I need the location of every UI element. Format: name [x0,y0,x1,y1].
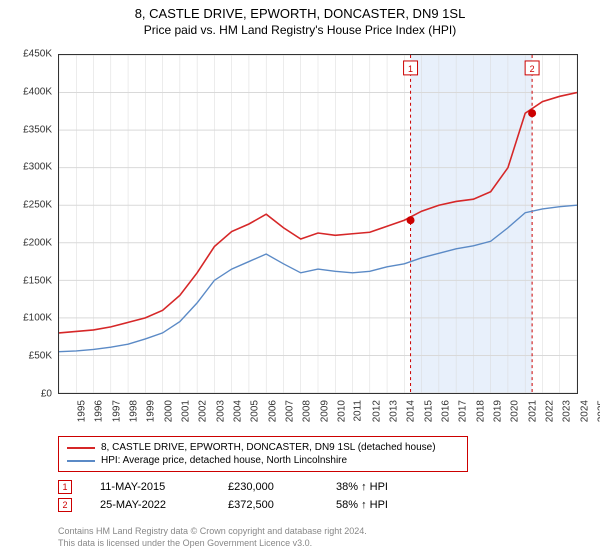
y-tick-label: £350K [23,124,52,135]
title-subtitle: Price paid vs. HM Land Registry's House … [0,23,600,37]
x-tick-label: 2017 [458,400,469,422]
chart-container: 8, CASTLE DRIVE, EPWORTH, DONCASTER, DN9… [0,0,600,560]
x-tick-label: 1995 [76,400,87,422]
x-tick-label: 2019 [492,400,503,422]
x-tick-label: 2003 [215,400,226,422]
x-tick-label: 1996 [94,400,105,422]
sale-date: 25-MAY-2022 [100,499,200,511]
x-tick-label: 2013 [388,400,399,422]
x-tick-label: 1998 [128,400,139,422]
footnote: Contains HM Land Registry data © Crown c… [58,526,367,549]
y-tick-label: £0 [41,389,52,400]
x-tick-label: 1997 [111,400,122,422]
footnote-line: This data is licensed under the Open Gov… [58,538,367,550]
sale-price: £372,500 [228,499,308,511]
x-tick-label: 2015 [423,400,434,422]
sale-row: 2 25-MAY-2022 £372,500 58% ↑ HPI [58,498,426,512]
legend-row: 8, CASTLE DRIVE, EPWORTH, DONCASTER, DN9… [67,441,459,454]
sale-pct: 58% ↑ HPI [336,499,426,511]
x-tick-label: 2020 [510,400,521,422]
footnote-line: Contains HM Land Registry data © Crown c… [58,526,367,538]
sale-date: 11-MAY-2015 [100,481,200,493]
x-tick-label: 2005 [250,400,261,422]
sale-badge: 2 [58,498,72,512]
legend-label: HPI: Average price, detached house, Nort… [101,455,347,466]
legend-row: HPI: Average price, detached house, Nort… [67,454,459,467]
x-tick-label: 2016 [440,400,451,422]
x-tick-label: 2000 [163,400,174,422]
sale-pct: 38% ↑ HPI [336,481,426,493]
legend-label: 8, CASTLE DRIVE, EPWORTH, DONCASTER, DN9… [101,442,436,453]
x-tick-label: 2009 [319,400,330,422]
x-tick-label: 2012 [371,400,382,422]
x-tick-label: 2025 [596,400,600,422]
y-tick-label: £200K [23,237,52,248]
plot-svg: 12 [58,54,578,394]
svg-text:1: 1 [408,64,413,74]
x-tick-label: 2006 [267,400,278,422]
x-tick-label: 2014 [406,400,417,422]
x-tick-label: 2001 [180,400,191,422]
y-tick-label: £400K [23,86,52,97]
svg-text:2: 2 [530,64,535,74]
x-tick-label: 2022 [544,400,555,422]
x-tick-label: 2023 [562,400,573,422]
legend-swatch [67,447,95,449]
x-tick-label: 2011 [353,400,364,422]
title-address: 8, CASTLE DRIVE, EPWORTH, DONCASTER, DN9… [0,6,600,21]
legend-swatch [67,460,95,462]
sale-price: £230,000 [228,481,308,493]
y-tick-label: £100K [23,313,52,324]
sales-table: 1 11-MAY-2015 £230,000 38% ↑ HPI 2 25-MA… [58,480,426,516]
x-tick-label: 2002 [198,400,209,422]
y-tick-label: £50K [29,351,52,362]
y-tick-label: £250K [23,200,52,211]
y-tick-label: £450K [23,49,52,60]
y-tick-label: £300K [23,162,52,173]
x-tick-label: 2021 [527,400,538,422]
x-tick-label: 2010 [336,400,347,422]
legend-box: 8, CASTLE DRIVE, EPWORTH, DONCASTER, DN9… [58,436,468,472]
chart-area: 12 £0£50K£100K£150K£200K£250K£300K£350K£… [58,54,578,394]
x-tick-label: 1999 [146,400,157,422]
x-tick-label: 2007 [284,400,295,422]
y-tick-label: £150K [23,275,52,286]
x-tick-label: 2004 [232,400,243,422]
x-tick-label: 2024 [579,400,590,422]
sale-badge: 1 [58,480,72,494]
x-tick-label: 2008 [302,400,313,422]
title-block: 8, CASTLE DRIVE, EPWORTH, DONCASTER, DN9… [0,0,600,37]
sale-row: 1 11-MAY-2015 £230,000 38% ↑ HPI [58,480,426,494]
x-tick-label: 2018 [475,400,486,422]
